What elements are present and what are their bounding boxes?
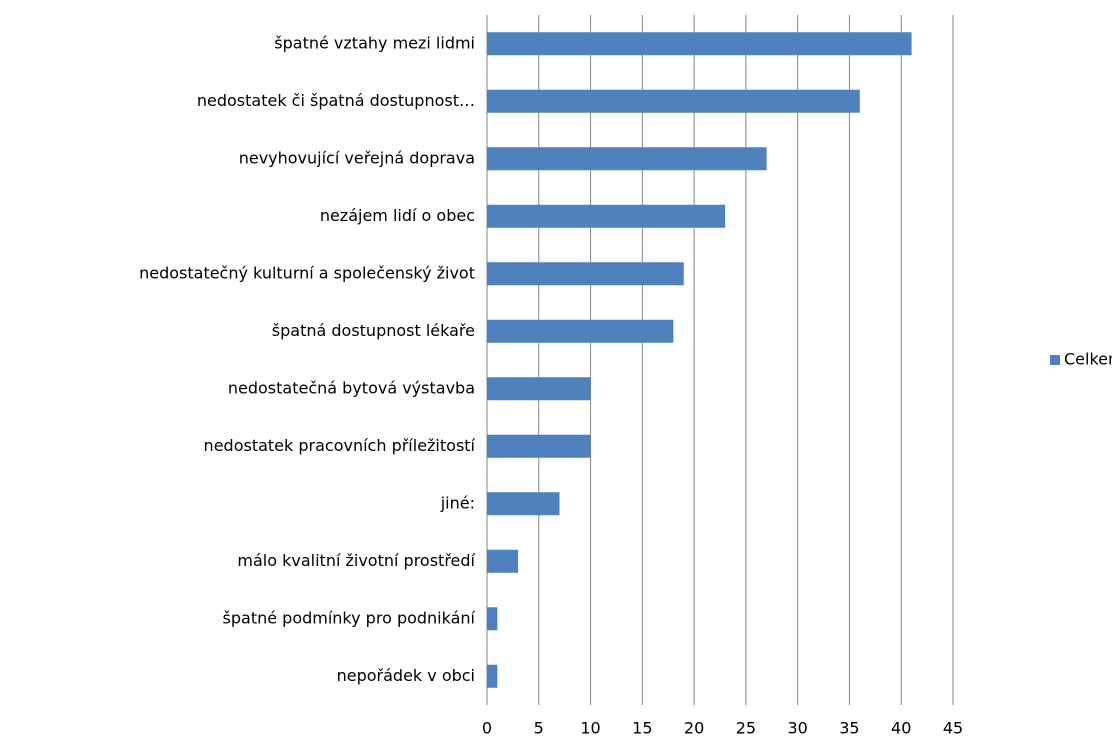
x-tick-label: 30	[787, 719, 807, 738]
legend-label: Celkem	[1064, 350, 1112, 369]
x-tick-label: 0	[482, 719, 492, 738]
y-tick-label: málo kvalitní životní prostředí	[237, 551, 475, 570]
bar	[487, 434, 591, 458]
x-tick-label: 20	[684, 719, 704, 738]
bar	[487, 262, 684, 286]
y-tick-label: špatné vztahy mezi lidmi	[274, 33, 475, 52]
y-tick-label: nepořádek v obci	[337, 666, 475, 685]
y-tick-label: jiné:	[440, 493, 475, 512]
bar	[487, 377, 591, 401]
bar	[487, 89, 860, 113]
y-tick-label: nedostatek pracovních příležitostí	[204, 436, 476, 455]
y-tick-label: špatná dostupnost lékaře	[272, 321, 475, 340]
bar	[487, 607, 498, 631]
bar	[487, 492, 560, 516]
bar	[487, 664, 498, 688]
y-tick-label: nezájem lidí o obec	[320, 206, 475, 225]
bar	[487, 549, 519, 573]
x-tick-label: 10	[580, 719, 600, 738]
x-tick-label: 25	[736, 719, 756, 738]
x-tick-label: 5	[534, 719, 544, 738]
bar	[487, 204, 726, 228]
x-tick-label: 40	[891, 719, 911, 738]
y-tick-label: nedostatečná bytová výstavba	[228, 378, 475, 397]
bar	[487, 147, 767, 171]
x-tick-label: 35	[839, 719, 859, 738]
bar	[487, 319, 674, 343]
y-tick-label: nedostatek či špatná dostupnost…	[197, 91, 475, 110]
x-tick-label: 15	[632, 719, 652, 738]
legend-swatch	[1050, 355, 1060, 365]
y-tick-label: nevyhovující veřejná doprava	[239, 148, 475, 167]
bar	[487, 32, 912, 56]
y-tick-label: nedostatečný kulturní a společenský živo…	[139, 263, 475, 282]
x-tick-label: 45	[943, 719, 963, 738]
y-tick-label: špatné podmínky pro podnikání	[223, 608, 476, 627]
